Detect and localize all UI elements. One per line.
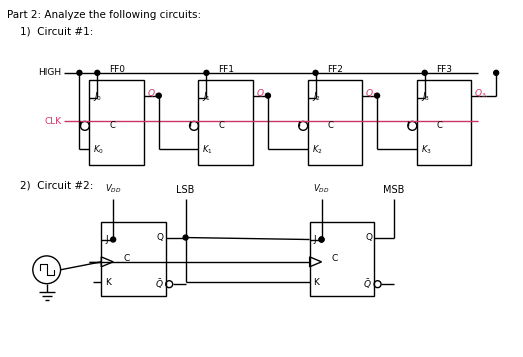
Text: CLK: CLK (44, 117, 62, 126)
Text: $\bar{Q}$: $\bar{Q}$ (155, 277, 164, 291)
Text: FF2: FF2 (327, 65, 343, 74)
Text: FF0: FF0 (109, 65, 124, 74)
Text: C: C (327, 121, 333, 130)
Text: $V_{DD}$: $V_{DD}$ (105, 182, 121, 195)
Text: C: C (109, 121, 115, 130)
Text: $Q_0$: $Q_0$ (147, 87, 160, 100)
Text: $K_0$: $K_0$ (93, 144, 104, 156)
Text: $Q_1$: $Q_1$ (256, 87, 269, 100)
Text: $V_{DD}$: $V_{DD}$ (313, 182, 330, 195)
Text: $K_3$: $K_3$ (420, 144, 431, 156)
Text: $J_2$: $J_2$ (312, 90, 321, 103)
Text: Q: Q (157, 233, 164, 242)
Text: J: J (105, 235, 108, 244)
Circle shape (374, 93, 380, 98)
Text: $Q_3$: $Q_3$ (474, 87, 487, 100)
Text: $K_1$: $K_1$ (202, 144, 213, 156)
Text: $J_1$: $J_1$ (202, 90, 211, 103)
Text: LSB: LSB (176, 185, 195, 195)
Text: C: C (332, 255, 338, 263)
Text: $J_3$: $J_3$ (420, 90, 430, 103)
Circle shape (319, 237, 324, 242)
Text: K: K (314, 278, 320, 287)
Bar (199, 80, 253, 165)
Circle shape (266, 93, 270, 98)
Text: C: C (218, 121, 224, 130)
Circle shape (204, 70, 209, 75)
Text: FF1: FF1 (218, 65, 234, 74)
Circle shape (183, 235, 188, 240)
Circle shape (422, 70, 427, 75)
Text: C: C (437, 121, 442, 130)
Bar (101, 222, 166, 296)
Text: $Q_2$: $Q_2$ (365, 87, 378, 100)
Text: $\bar{Q}$: $\bar{Q}$ (363, 277, 372, 291)
Text: $J_0$: $J_0$ (93, 90, 103, 103)
Circle shape (111, 237, 116, 242)
Text: K: K (105, 278, 111, 287)
Text: HIGH: HIGH (39, 68, 62, 77)
Text: J: J (314, 235, 316, 244)
Text: Part 2: Analyze the following circuits:: Part 2: Analyze the following circuits: (7, 10, 201, 20)
Circle shape (156, 93, 161, 98)
Circle shape (319, 237, 324, 242)
Bar (89, 80, 144, 165)
Circle shape (95, 70, 100, 75)
Text: 1)  Circuit #1:: 1) Circuit #1: (20, 26, 93, 36)
Bar (310, 222, 374, 296)
Text: Q: Q (365, 233, 372, 242)
Text: $K_2$: $K_2$ (312, 144, 322, 156)
Text: 2)  Circuit #2:: 2) Circuit #2: (20, 181, 93, 191)
Bar (417, 80, 471, 165)
Text: MSB: MSB (383, 185, 405, 195)
Circle shape (77, 70, 82, 75)
Bar (308, 80, 362, 165)
Circle shape (494, 70, 498, 75)
Text: FF3: FF3 (436, 65, 452, 74)
Circle shape (313, 70, 318, 75)
Text: C: C (123, 255, 129, 263)
